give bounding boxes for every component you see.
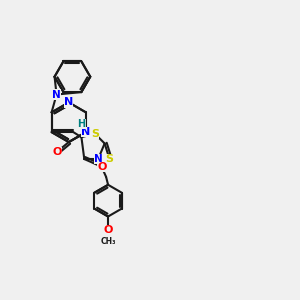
Text: N: N [64,98,74,107]
Text: S: S [91,129,99,139]
Text: O: O [98,162,107,172]
Text: N: N [81,127,91,137]
Text: S: S [106,154,114,164]
Text: N: N [52,89,61,100]
Text: CH₃: CH₃ [100,237,116,246]
Text: O: O [103,225,113,236]
Text: N: N [94,154,103,164]
Text: O: O [52,147,62,157]
Text: H: H [77,119,86,129]
